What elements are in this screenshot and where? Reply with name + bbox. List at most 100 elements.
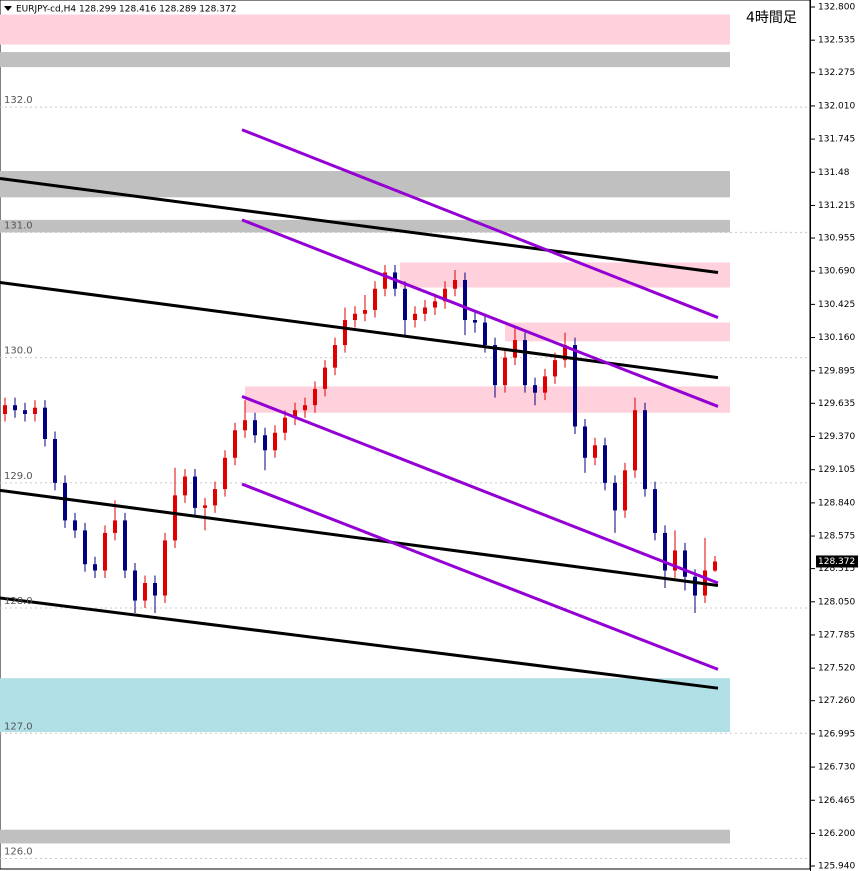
y-tick-label: 132.010 (818, 101, 855, 111)
candle-body (283, 417, 287, 433)
y-left-label: 130.0 (4, 346, 33, 357)
trendline (0, 596, 719, 690)
candle-body (533, 385, 537, 393)
candle-body (153, 583, 157, 596)
candle-body (373, 288, 377, 311)
candle-body (223, 457, 227, 490)
candle-body (553, 360, 557, 377)
candle-body (693, 576, 697, 596)
y-left-label: 127.0 (4, 721, 33, 732)
zone (0, 829, 730, 844)
candle-body (243, 420, 247, 431)
y-tick-label: 128.840 (818, 498, 855, 508)
y-tick-label: 128.575 (818, 532, 855, 542)
candle-body (443, 288, 447, 302)
candle-body (623, 470, 627, 511)
y-left-label: 126.0 (4, 846, 33, 857)
candle-body (263, 435, 267, 451)
y-tick-label: 129.635 (818, 399, 855, 409)
y-tick-label: 130.160 (818, 333, 855, 343)
candle-body (33, 407, 37, 414)
trendline (0, 280, 719, 380)
plot (0, 14, 810, 859)
candle-body (513, 340, 517, 358)
y-tick-label: 129.105 (818, 465, 855, 475)
menu-arrow (4, 6, 12, 11)
candle-body (203, 505, 207, 508)
candle-body (663, 532, 667, 571)
candle-body (173, 495, 177, 541)
y-tick-label: 132.800 (818, 3, 855, 13)
zone (245, 386, 730, 413)
y-tick-label: 126.730 (818, 763, 855, 773)
candle-body (233, 430, 237, 458)
y-tick-label: 132.535 (818, 36, 855, 46)
candle-body (583, 426, 587, 458)
zone (0, 14, 730, 45)
candle-body (673, 550, 677, 571)
candle-body (453, 279, 457, 289)
candle-body (3, 405, 7, 414)
y-tick-label: 128.050 (818, 597, 855, 607)
y-tick-label: 127.785 (818, 630, 855, 640)
candle-body (383, 272, 387, 289)
candle-body (633, 410, 637, 471)
y-tick-label: 128.315 (818, 564, 855, 574)
y-left-label: 129.0 (4, 471, 33, 482)
y-tick-label: 130.690 (818, 267, 855, 277)
price-marker (816, 555, 858, 568)
candle-body (103, 532, 107, 571)
candle-body (323, 367, 327, 389)
price-label: 128.372 (818, 557, 855, 567)
y-tick-label: 131.48 (818, 168, 850, 178)
candle-body (413, 313, 417, 321)
y-left-label: 128.0 (4, 596, 33, 607)
candle-body (363, 310, 367, 314)
timeframe: 4時間足 (746, 10, 797, 26)
candle-body (433, 301, 437, 308)
trendline (241, 482, 719, 671)
y-left-label: 132.0 (4, 95, 33, 106)
candle-body (113, 520, 117, 533)
trendline (0, 177, 719, 274)
candle-body (403, 288, 407, 321)
candle-body (183, 476, 187, 496)
y-tick-label: 126.995 (818, 729, 855, 739)
candle-body (463, 279, 467, 321)
candle-body (303, 405, 307, 411)
plot-frame (0, 0, 811, 870)
candle-body (133, 570, 137, 601)
zone (0, 171, 730, 198)
candle-body (73, 520, 77, 531)
candle-body (593, 445, 597, 458)
candle-body (523, 340, 527, 386)
candle-body (43, 407, 47, 440)
y-tick-label: 131.745 (818, 135, 855, 145)
y-tick-label: 127.260 (818, 696, 855, 706)
zone (505, 322, 730, 342)
candle-body (63, 482, 67, 521)
candle-body (273, 432, 277, 451)
candle-body (483, 322, 487, 346)
candle-body (53, 439, 57, 483)
candle-body (473, 320, 477, 323)
y-tick-label: 129.370 (818, 432, 855, 442)
candle-body (163, 540, 167, 596)
candle-body (23, 410, 27, 414)
candle-body (653, 489, 657, 533)
candle-body (503, 357, 507, 386)
y-left-label: 131.0 (4, 220, 33, 231)
trendline (0, 488, 719, 587)
y-tick-label: 126.200 (818, 829, 855, 839)
candle-body (713, 561, 717, 571)
candle-body (603, 445, 607, 483)
candle-body (293, 410, 297, 418)
y-tick-label: 130.425 (818, 300, 855, 310)
candle-body (683, 550, 687, 577)
candle-body (563, 345, 567, 361)
trendline (241, 395, 719, 585)
candle-body (253, 420, 257, 436)
y-tick-label: 132.275 (818, 68, 855, 78)
candle-body (353, 313, 357, 321)
